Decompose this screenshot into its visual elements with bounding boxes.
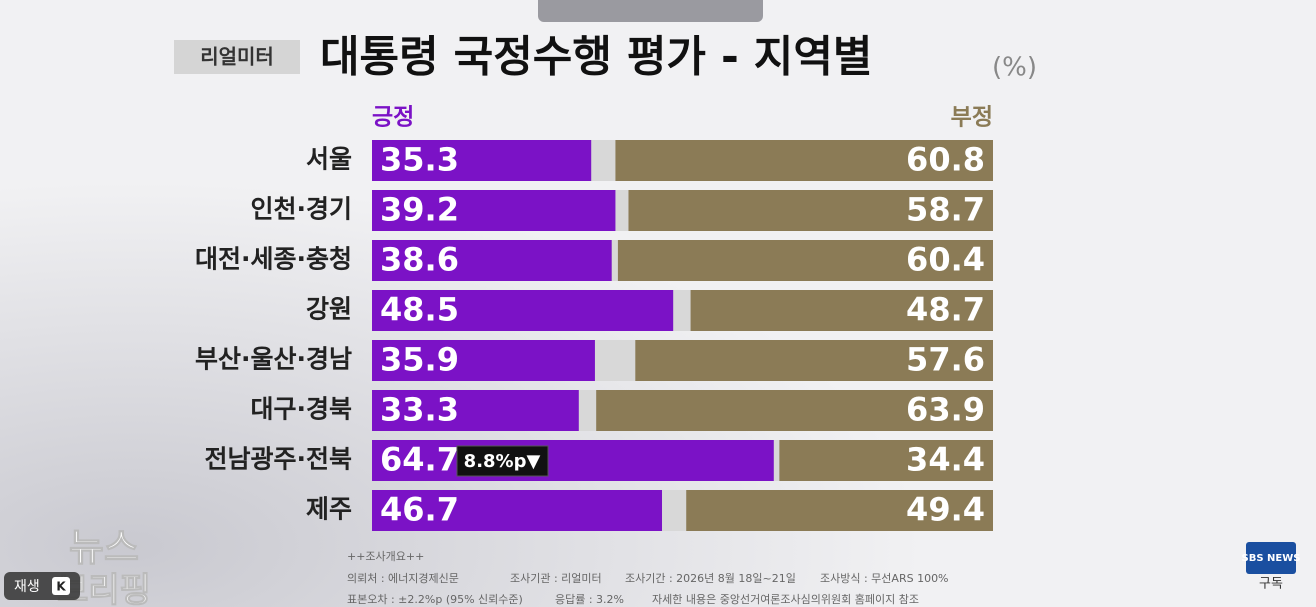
bar bbox=[372, 440, 774, 481]
value-label: 63.9 bbox=[906, 391, 985, 429]
category-label: 대전·세종·충청 bbox=[195, 245, 352, 274]
key-label: K bbox=[56, 580, 66, 594]
value-label: 33.3 bbox=[380, 391, 459, 429]
bar bbox=[372, 340, 595, 381]
bar bbox=[372, 140, 592, 181]
value-label: 64.7 bbox=[380, 441, 459, 479]
value-label: 35.3 bbox=[380, 141, 459, 179]
bar bbox=[372, 390, 579, 431]
value-label: 60.8 bbox=[906, 141, 985, 179]
bar bbox=[779, 440, 993, 481]
note: ++조사개요++ bbox=[347, 550, 424, 563]
category-label: 제주 bbox=[306, 495, 352, 524]
series-header: 긍정 bbox=[372, 105, 414, 131]
toolbar[interactable] bbox=[538, 0, 763, 22]
key-box bbox=[52, 577, 70, 595]
category-label: 강원 bbox=[306, 295, 352, 324]
series-header: 부정 bbox=[951, 105, 993, 131]
category-label: 인천·경기 bbox=[251, 195, 353, 224]
bar bbox=[690, 290, 993, 331]
category-label: 전남광주·전북 bbox=[205, 445, 353, 474]
category-label: 대구·경북 bbox=[251, 395, 353, 424]
category-label: 부산·울산·경남 bbox=[195, 345, 352, 374]
value-label: 39.2 bbox=[380, 191, 459, 229]
channel-logo[interactable] bbox=[1246, 542, 1296, 574]
annotation: 8.8%p▼ bbox=[464, 451, 541, 472]
show-logo: 뉴스 bbox=[69, 526, 139, 570]
note: 응답률 : 3.2% bbox=[555, 593, 624, 606]
note: 조사방식 : 무선ARS 100% bbox=[820, 572, 949, 585]
value-label: 46.7 bbox=[380, 491, 459, 529]
note: 자세한 내용은 중앙선거여론조사심의위원회 홈페이지 참조 bbox=[652, 592, 919, 606]
note: 조사기간 : 2026년 8월 18일~21일 bbox=[625, 571, 796, 585]
annotation-box bbox=[456, 445, 549, 477]
bar bbox=[615, 140, 993, 181]
bar bbox=[617, 240, 993, 281]
category-label: 서울 bbox=[306, 145, 352, 174]
value-label: 34.4 bbox=[906, 441, 985, 479]
value-label: 35.9 bbox=[380, 341, 459, 379]
badge: 리얼미터 bbox=[200, 45, 274, 69]
value-label: 48.5 bbox=[380, 291, 459, 329]
bar bbox=[372, 290, 674, 331]
bar bbox=[372, 240, 612, 281]
bar bbox=[372, 190, 616, 231]
badge-box bbox=[174, 40, 300, 74]
bar bbox=[635, 340, 993, 381]
note: 의뢰처 : 에너지경제신문 bbox=[347, 572, 459, 585]
value-label: 38.6 bbox=[380, 241, 459, 279]
value-label: 60.4 bbox=[906, 241, 985, 279]
value-label: 49.4 bbox=[906, 491, 985, 529]
unit: (%) bbox=[992, 53, 1037, 83]
subscribe[interactable]: 구독 bbox=[1259, 577, 1283, 592]
bar bbox=[628, 190, 993, 231]
bar bbox=[686, 490, 993, 531]
value-label: 57.6 bbox=[906, 341, 985, 379]
value-label: 58.7 bbox=[906, 191, 985, 229]
note: 조사기관 : 리얼미터 bbox=[510, 571, 602, 585]
bar bbox=[372, 490, 663, 531]
chart-title: 대통령 국정수행 평가 - 지역별 bbox=[320, 33, 872, 83]
bar bbox=[596, 390, 993, 431]
play-label: 재생 bbox=[14, 579, 40, 595]
value-label: 48.7 bbox=[906, 291, 985, 329]
note: 표본오차 : ±2.2%p (95% 신뢰수준) bbox=[347, 593, 523, 606]
channel: SBS NEWS bbox=[1242, 553, 1301, 564]
